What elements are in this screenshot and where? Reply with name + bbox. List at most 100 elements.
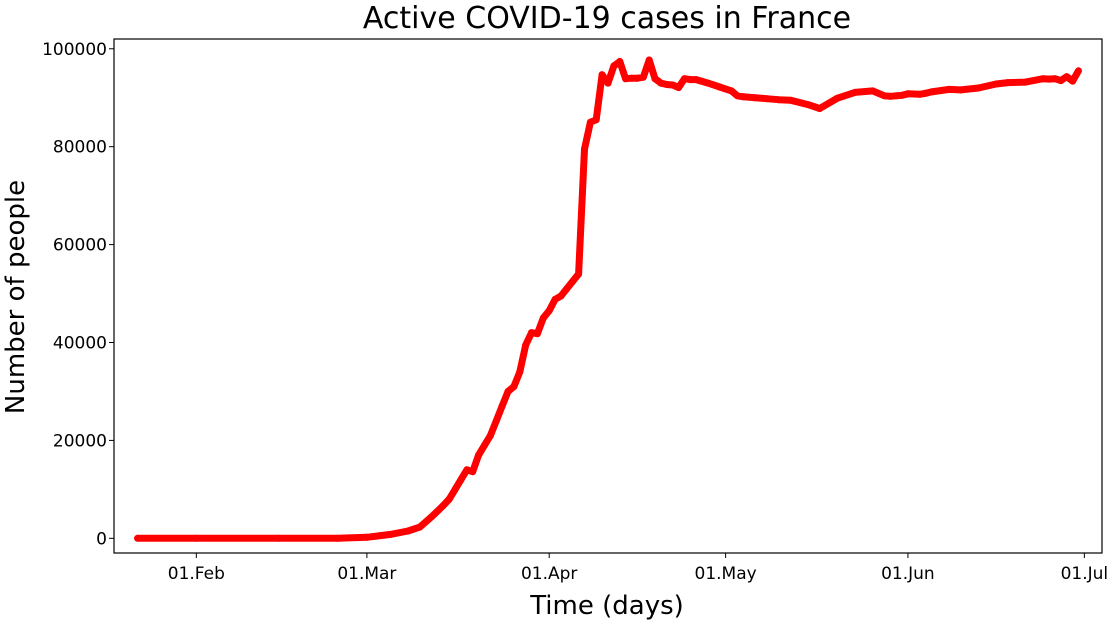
data-point [733, 92, 741, 100]
data-point [645, 56, 653, 64]
data-point [916, 90, 924, 98]
data-point [716, 83, 724, 91]
data-point [545, 307, 553, 315]
data-point [1022, 78, 1029, 86]
data-point [334, 534, 341, 542]
data-point [516, 368, 524, 376]
data-point [551, 295, 559, 303]
x-tick-label: 01.Apr [521, 564, 577, 584]
data-point [404, 527, 412, 535]
data-point [763, 95, 771, 103]
data-point [651, 75, 659, 83]
y-tick-label: 100000 [42, 40, 107, 60]
data-point [134, 534, 141, 542]
series-line-0 [137, 56, 1082, 542]
data-point [686, 76, 694, 84]
data-point [363, 533, 371, 541]
data-point [663, 81, 671, 88]
data-point [439, 502, 447, 509]
plot-frame [113, 38, 1103, 554]
y-tick-label: 60000 [53, 236, 107, 256]
data-point [522, 341, 530, 349]
x-axis-label: Time (days) [529, 591, 684, 621]
data-point [639, 73, 647, 81]
data-point [1039, 75, 1047, 83]
x-tick-label: 01.Jul [1061, 564, 1109, 584]
data-point [275, 534, 283, 542]
data-point [804, 101, 812, 109]
data-point [681, 75, 688, 83]
data-point [704, 79, 712, 87]
data-point [598, 71, 606, 79]
data-point [586, 118, 594, 126]
data-point [428, 513, 436, 521]
data-point [892, 92, 900, 100]
data-point [675, 84, 683, 91]
data-point [898, 91, 906, 99]
y-tick-label: 0 [96, 529, 107, 549]
data-point [692, 76, 700, 84]
data-point [975, 84, 982, 92]
data-point [469, 468, 477, 476]
data-point [563, 285, 571, 293]
x-tick-label: 01.Jun [881, 564, 935, 584]
data-point [775, 96, 782, 104]
series-layer [134, 56, 1082, 542]
data-point [451, 485, 459, 493]
data-point [475, 451, 483, 459]
x-tick-label: 01.May [695, 564, 757, 584]
data-point [445, 495, 453, 503]
data-point [869, 87, 877, 95]
data-point [416, 523, 424, 531]
y-tick-label: 80000 [53, 138, 107, 158]
chart-title: Active COVID-19 cases in France [363, 1, 851, 36]
data-point [592, 116, 600, 124]
data-point [557, 292, 565, 300]
x-tick-label: 01.Feb [168, 564, 225, 584]
data-point [992, 80, 1000, 88]
data-point [1075, 67, 1082, 75]
data-point [880, 92, 888, 100]
data-point [463, 466, 471, 474]
data-point [886, 92, 894, 100]
data-point [945, 85, 953, 93]
data-point [575, 270, 583, 278]
data-point [457, 476, 465, 484]
data-point [481, 441, 488, 449]
data-point [492, 417, 500, 425]
x-tick-label: 01.Mar [337, 564, 396, 584]
data-point [833, 94, 841, 102]
data-point [1004, 79, 1012, 87]
data-point [1063, 73, 1071, 81]
data-point [486, 432, 494, 439]
data-point [498, 402, 506, 410]
data-point [904, 90, 912, 98]
data-point [510, 383, 518, 391]
data-point [1057, 77, 1065, 85]
data-point [922, 89, 930, 97]
data-point [581, 145, 588, 153]
y-axis: 0 20000 40000 60000 80000 100000 [42, 40, 114, 549]
x-axis: 01.Feb 01.Mar 01.Apr 01.May 01.Jun 01.Jul [168, 553, 1108, 584]
y-tick-label: 20000 [53, 431, 107, 451]
data-point [533, 330, 541, 338]
data-point [1051, 75, 1059, 83]
data-point [528, 329, 535, 337]
data-point [1045, 75, 1053, 83]
data-point [622, 75, 630, 83]
data-point [628, 74, 635, 82]
data-point [192, 534, 200, 542]
data-point [851, 88, 859, 96]
data-point [616, 58, 624, 65]
data-point [728, 87, 735, 95]
data-point [1069, 77, 1077, 85]
data-point [786, 96, 794, 104]
data-point [739, 93, 747, 101]
data-point [633, 74, 641, 82]
data-point [604, 79, 612, 87]
data-point [569, 277, 577, 285]
data-point [610, 62, 618, 70]
data-point [657, 79, 665, 87]
